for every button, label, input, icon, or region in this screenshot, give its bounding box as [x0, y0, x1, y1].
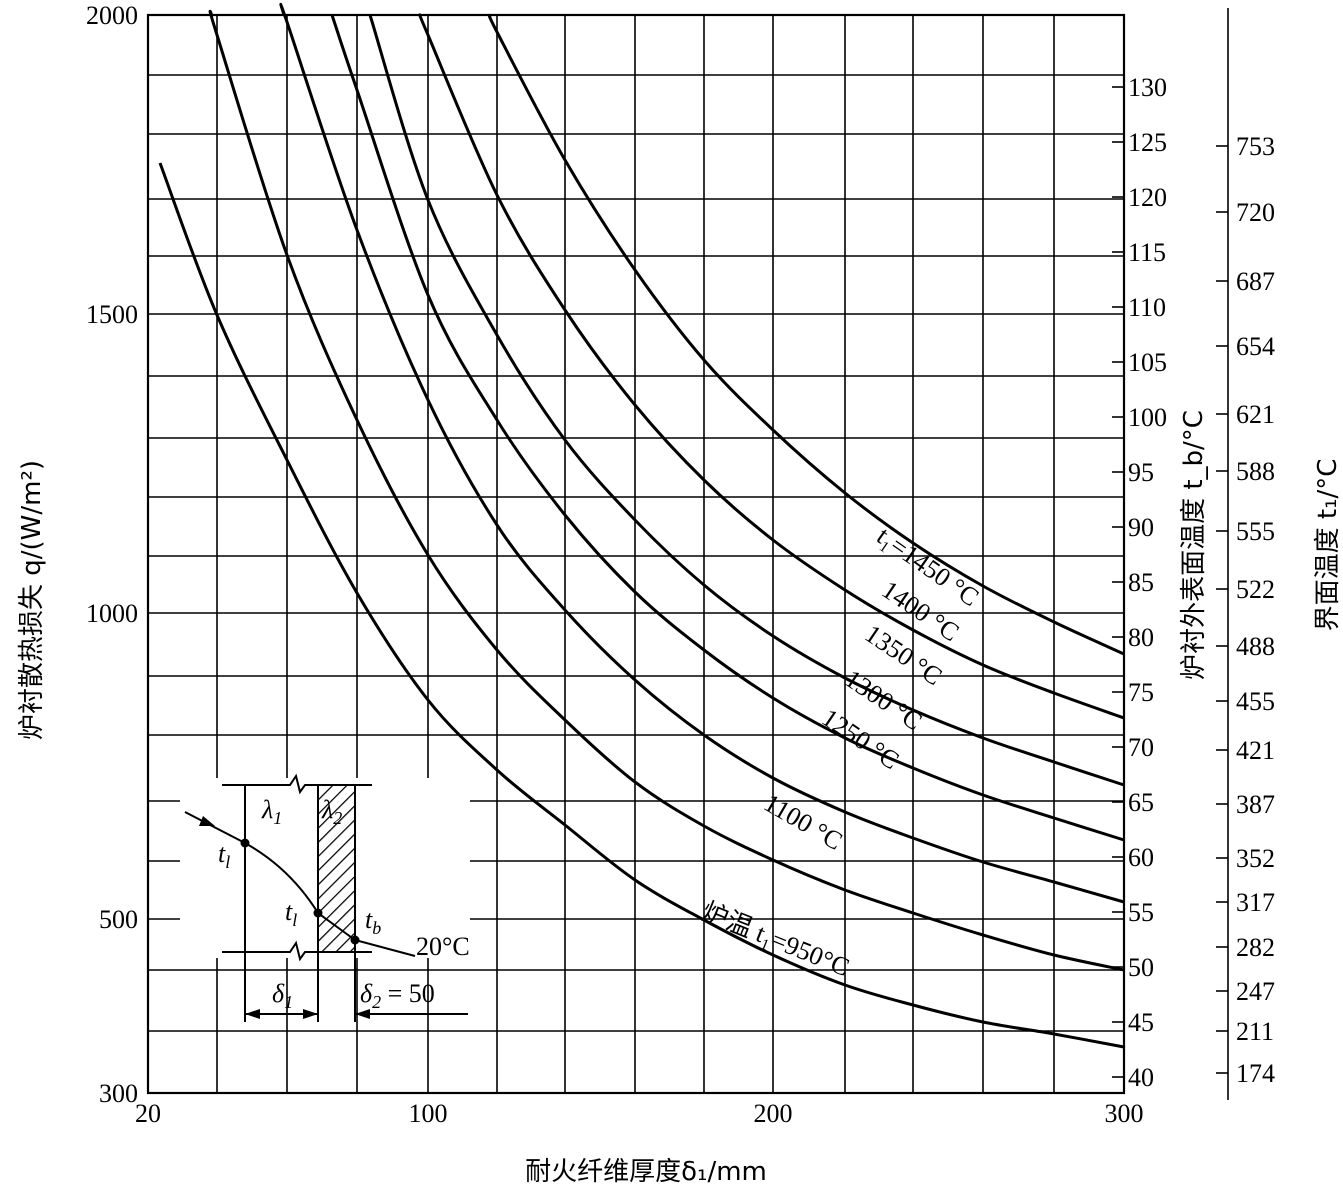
x-tick-label: 200: [754, 1099, 793, 1128]
lambda2-label: λ2: [321, 795, 342, 828]
y2-tick-label: 80: [1128, 623, 1154, 652]
y2-tick-label: 115: [1128, 238, 1166, 267]
delta1-arrow-right: [303, 1009, 318, 1019]
y3-tick-label: 387: [1236, 790, 1275, 819]
y3-tick-label: 753: [1236, 132, 1275, 161]
y-tick-label: 1000: [86, 599, 138, 628]
y2-tick-label: 70: [1128, 733, 1154, 762]
y3-tick-label: 687: [1236, 267, 1275, 296]
x-axis-title: 耐火纤维厚度δ₁/mm: [525, 1157, 767, 1187]
y2-tick-label: 50: [1128, 953, 1154, 982]
series-line-2: [279, 3, 1125, 904]
y2-tick-label: 95: [1128, 458, 1154, 487]
series-line-5: [418, 13, 1125, 720]
y2-tick-label: 130: [1128, 73, 1167, 102]
series-line-1: [208, 9, 1125, 972]
y3-tick-label: 352: [1236, 844, 1275, 873]
y2-tick-label: 60: [1128, 843, 1154, 872]
x-tick-label: 100: [409, 1099, 448, 1128]
y3-tick-label: 522: [1236, 575, 1275, 604]
y3-axis: 753 720 687 654 621 588 555 522 488 455 421 387 352 3…: [1216, 132, 1275, 1088]
y2-tick-label: 75: [1128, 678, 1154, 707]
insulation-layer-2: [318, 785, 355, 952]
y-axis: 2000 1500 1000 500 300: [86, 1, 138, 1108]
point-t-b: [350, 935, 360, 945]
y3-axis-title: 界面温度 t₁/°C: [1313, 459, 1343, 632]
x-tick-label: 300: [1105, 1099, 1144, 1128]
y2-tick-label: 120: [1128, 183, 1167, 212]
y2-axis: 130 125 120 115 110 105 100 95 90 85 80 75 70 65 60 55 5…: [1112, 73, 1167, 1092]
delta2-arrow: [355, 1009, 370, 1019]
curves: [158, 3, 1125, 1049]
y2-tick-label: 105: [1128, 348, 1167, 377]
lambda1-label: λ1: [261, 795, 282, 828]
series-line-4: [368, 14, 1125, 787]
y2-tick-label: 65: [1128, 788, 1154, 817]
delta1-arrow-left: [245, 1009, 260, 1019]
y3-tick-label: 621: [1236, 400, 1275, 429]
t-i-label: tl: [285, 897, 297, 930]
y2-tick-label: 85: [1128, 568, 1154, 597]
y3-tick-label: 211: [1236, 1017, 1274, 1046]
t-l-label: tl: [218, 839, 230, 872]
wall-top-break: [222, 773, 372, 795]
delta2-label: δ2 = 50: [360, 979, 435, 1012]
furnace-wall-inset: λ1 λ2 tl tl tb 20°C δ1 δ2 = 50: [180, 773, 470, 1022]
y3-tick-label: 654: [1236, 332, 1275, 361]
y3-tick-label: 588: [1236, 457, 1275, 486]
y3-tick-label: 247: [1236, 977, 1275, 1006]
t-b-label: tb: [365, 905, 381, 938]
y2-tick-label: 125: [1128, 128, 1167, 157]
series-line-0: [158, 162, 1125, 1049]
y2-axis-title: 炉衬外表面温度 t_b/°C: [1179, 410, 1209, 680]
y2-tick-label: 110: [1128, 293, 1166, 322]
point-t-i: [313, 908, 323, 918]
grid: [148, 15, 1124, 1093]
y-tick-label: 300: [99, 1079, 138, 1108]
y-tick-label: 2000: [86, 1, 138, 30]
y3-tick-label: 317: [1236, 888, 1275, 917]
point-t-l: [240, 838, 250, 848]
y3-tick-label: 488: [1236, 632, 1275, 661]
series-line-6: [487, 13, 1125, 656]
y3-tick-label: 455: [1236, 687, 1275, 716]
y3-tick-label: 720: [1236, 198, 1275, 227]
y2-tick-label: 55: [1128, 898, 1154, 927]
ambient-label: 20°C: [416, 932, 470, 961]
y-axis-title: 炉衬散热损失 q/(W/m²): [17, 460, 47, 740]
y2-tick-label: 100: [1128, 403, 1167, 432]
y3-tick-label: 421: [1236, 736, 1275, 765]
heat-flow-arrow: [199, 816, 215, 826]
y2-tick-label: 90: [1128, 513, 1154, 542]
delta1-label: δ1: [272, 979, 293, 1012]
y3-tick-label: 174: [1236, 1059, 1275, 1088]
x-tick-label: 20: [135, 1099, 161, 1128]
wall-bottom-break: [222, 940, 372, 962]
series-line-3: [330, 14, 1125, 842]
y3-tick-label: 282: [1236, 933, 1275, 962]
y2-tick-label: 40: [1128, 1063, 1154, 1092]
y3-tick-label: 555: [1236, 517, 1275, 546]
y-tick-label: 500: [99, 905, 138, 934]
x-axis: 20 100 200 300: [135, 1099, 1144, 1128]
y-tick-label: 1500: [86, 300, 138, 329]
y2-tick-label: 45: [1128, 1008, 1154, 1037]
